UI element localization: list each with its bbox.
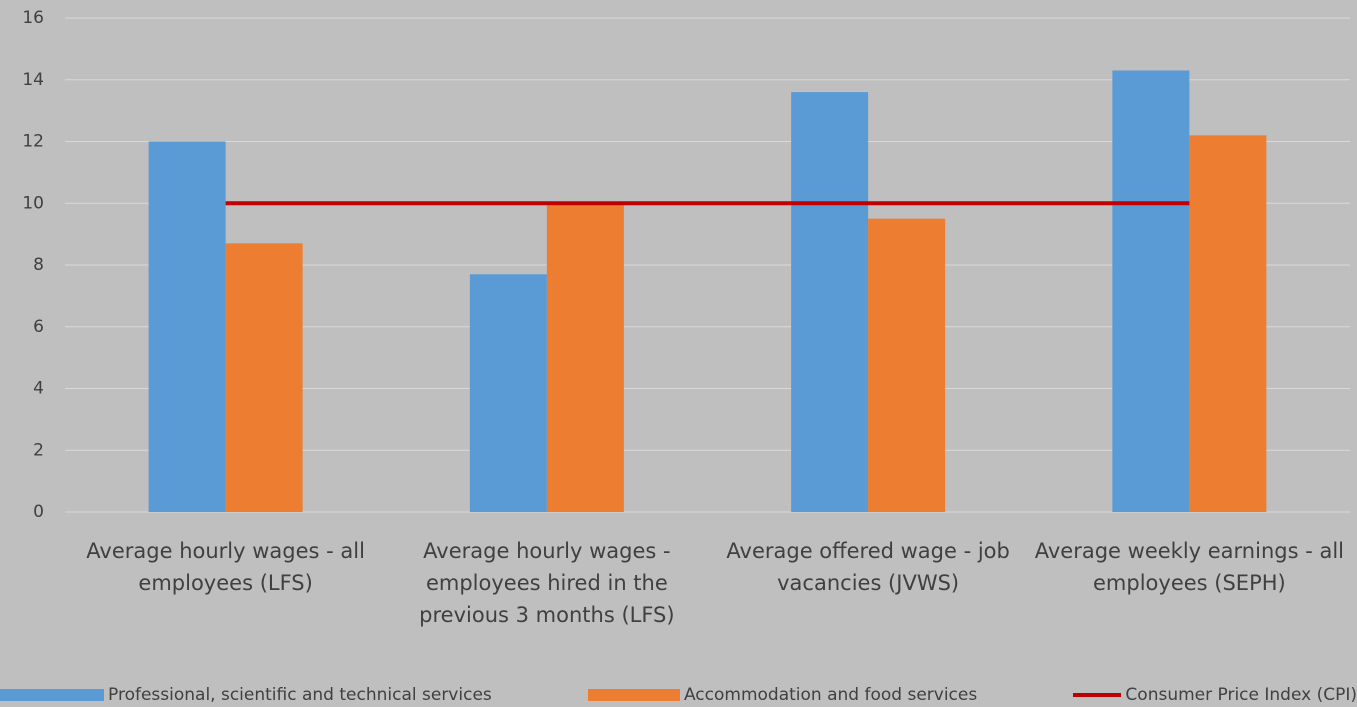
bar [225,243,303,512]
legend-label: Consumer Price Index (CPI) [1125,685,1357,705]
bar [868,218,946,512]
legend-swatch [1073,693,1122,697]
bar [1112,70,1190,513]
x-tick-label: Average offered wage - job vacancies (JV… [726,539,1010,595]
bar [791,92,869,512]
legend-swatch [587,689,680,701]
y-tick-label: 12 [22,132,44,152]
legend-label: Professional, scientific and technical s… [108,685,492,705]
bar [1189,135,1267,512]
bar [469,274,547,512]
legend-swatch [0,689,104,701]
y-tick-label: 8 [33,255,44,275]
y-tick-label: 2 [33,440,44,460]
legend-item: Professional, scientific and technical s… [0,685,492,705]
bar [546,203,624,512]
x-tick-label: Average hourly wages - all employees (LF… [86,539,365,595]
y-tick-label: 6 [33,317,44,337]
y-tick-label: 10 [22,193,44,213]
y-tick-label: 16 [22,8,44,28]
legend-label: Accommodation and food services [683,685,978,705]
x-tick-label: Average hourly wages - employees hired i… [419,539,675,627]
y-tick-label: 4 [33,379,44,399]
y-tick-label: 0 [33,502,44,522]
legend: Professional, scientific and technical s… [0,683,1357,707]
x-tick-label: Average weekly earnings - all employees … [1034,539,1345,595]
bar [148,141,226,512]
legend-item: Consumer Price Index (CPI) [1073,685,1357,705]
y-tick-label: 14 [22,70,44,90]
legend-item: Accommodation and food services [587,685,978,705]
